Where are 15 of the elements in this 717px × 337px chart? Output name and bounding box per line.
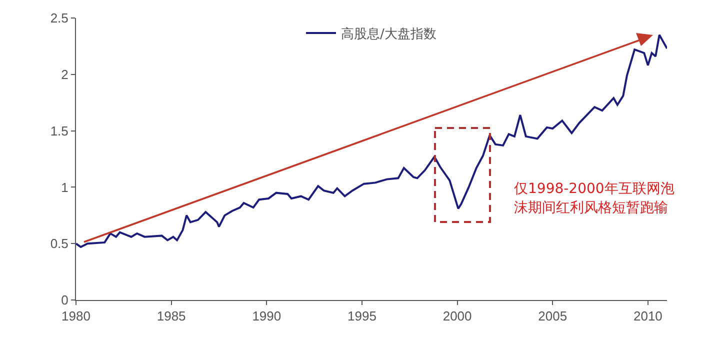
x-tick-label: 1990 xyxy=(252,308,282,324)
x-tick-label: 1980 xyxy=(62,308,90,324)
x-tick-label: 1985 xyxy=(156,308,186,324)
x-tick-label: 2010 xyxy=(633,308,662,324)
x-tick-label: 2005 xyxy=(538,308,568,324)
y-tick-label: 0 xyxy=(61,292,68,308)
x-tick-label: 2000 xyxy=(442,308,472,324)
y-tick-label: 1 xyxy=(61,180,68,195)
y-tick-label: 1.5 xyxy=(50,123,68,138)
y-tick-label: 0.5 xyxy=(50,236,68,252)
x-tick-label: 1995 xyxy=(348,308,376,324)
y-tick-label: 2.5 xyxy=(50,10,68,26)
y-tick-label: 2 xyxy=(61,66,68,82)
annotation: 仅1998-2000年互联网泡沫期间红利风格短暂跑输 xyxy=(514,180,676,218)
legend-label: 高股息/大盘指数 xyxy=(341,26,436,42)
